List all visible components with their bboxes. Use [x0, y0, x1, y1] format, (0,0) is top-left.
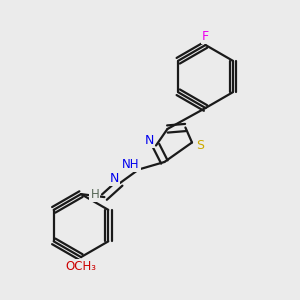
Text: N: N [145, 134, 154, 147]
Text: F: F [202, 30, 209, 43]
Text: H: H [90, 188, 99, 201]
Text: OCH₃: OCH₃ [65, 260, 97, 273]
Text: N: N [110, 172, 119, 185]
Text: S: S [196, 139, 204, 152]
Text: NH: NH [122, 158, 140, 171]
